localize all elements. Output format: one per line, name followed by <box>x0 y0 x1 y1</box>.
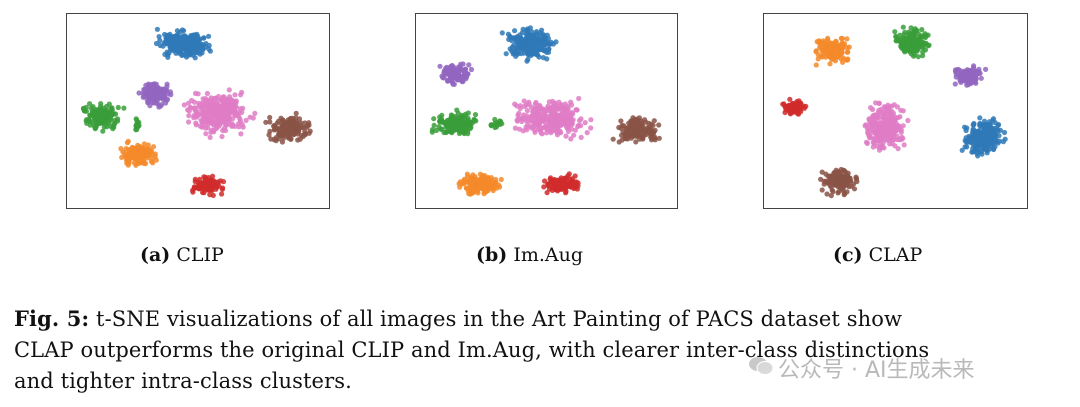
green-cluster <box>133 116 142 133</box>
orange-cluster <box>118 138 159 168</box>
blue-cluster <box>499 25 559 64</box>
subcaption-clap: (c) CLAP <box>833 244 922 266</box>
caption-line-2: CLAP outperforms the original CLIP and I… <box>14 338 930 362</box>
wechat-icon <box>749 357 774 375</box>
red-cluster <box>541 171 581 196</box>
red-cluster <box>780 96 809 117</box>
green-cluster <box>892 24 932 60</box>
caption-line-3: and tighter intra-class clusters. <box>14 369 352 393</box>
subcaption-name: Im.Aug <box>513 244 583 266</box>
subcaption-tag: (a) <box>140 244 171 266</box>
purple-cluster <box>952 63 989 88</box>
brown-cluster <box>263 110 313 145</box>
red-cluster <box>190 173 227 198</box>
watermark-text: 公众号 · AI生成未来 <box>778 358 975 383</box>
caption-label: Fig. 5: <box>14 306 90 331</box>
pink-cluster <box>862 100 911 153</box>
scatter-plot-imaug <box>429 25 662 197</box>
brown-cluster <box>610 115 662 145</box>
subcaption-imaug: (b) Im.Aug <box>476 244 583 266</box>
tsne-panel-clap <box>763 13 1028 209</box>
orange-cluster <box>456 171 504 197</box>
orange-cluster <box>813 35 852 68</box>
green-cluster <box>429 107 479 137</box>
tsne-panel-clip <box>66 13 330 209</box>
subcaption-clip: (a) CLIP <box>140 244 224 266</box>
subcaption-name: CLIP <box>176 244 224 266</box>
tsne-panel-imaug <box>415 13 678 209</box>
scatter-plot-clip <box>80 26 313 198</box>
green-cluster <box>80 101 127 134</box>
brown-cluster <box>818 166 860 199</box>
green-cluster <box>488 116 505 131</box>
caption-line-1: Fig. 5: t-SNE visualizations of all imag… <box>14 303 1070 335</box>
blue-cluster <box>153 26 213 61</box>
figure-caption: Fig. 5: t-SNE visualizations of all imag… <box>14 303 1070 397</box>
blue-cluster <box>959 115 1008 159</box>
purple-cluster <box>136 81 174 110</box>
subcaption-tag: (b) <box>476 244 508 266</box>
caption-text-1: t-SNE visualizations of all images in th… <box>96 307 903 331</box>
scatter-plot-clap <box>780 24 1008 199</box>
subcaption-name: CLAP <box>868 244 923 266</box>
pink-cluster <box>512 95 594 142</box>
pink-cluster <box>181 87 258 140</box>
subcaption-tag: (c) <box>833 244 863 266</box>
purple-cluster <box>437 61 475 87</box>
